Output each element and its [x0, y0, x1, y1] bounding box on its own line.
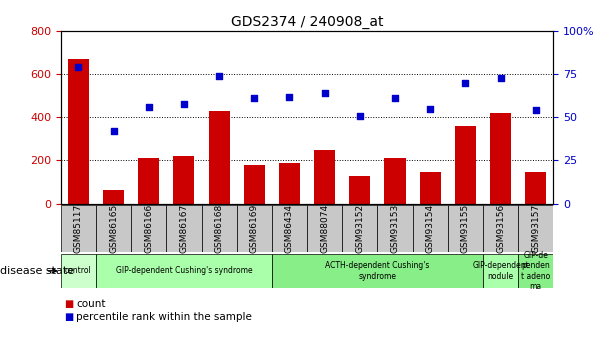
Bar — [61, 205, 96, 252]
Bar — [455, 126, 476, 204]
Text: GSM93154: GSM93154 — [426, 204, 435, 253]
Point — [74, 65, 83, 70]
Text: count: count — [76, 299, 106, 308]
Bar — [413, 205, 447, 252]
Bar — [61, 254, 96, 288]
Text: GSM93157: GSM93157 — [531, 204, 540, 253]
Text: GSM86166: GSM86166 — [144, 204, 153, 253]
Text: GSM88074: GSM88074 — [320, 204, 329, 253]
Text: GSM93155: GSM93155 — [461, 204, 470, 253]
Bar — [420, 172, 441, 204]
Bar — [96, 254, 272, 288]
Bar — [525, 172, 546, 204]
Point — [144, 104, 154, 110]
Bar — [518, 254, 553, 288]
Bar — [384, 158, 406, 204]
Point — [390, 96, 400, 101]
Text: percentile rank within the sample: percentile rank within the sample — [76, 313, 252, 322]
Bar — [173, 156, 195, 204]
Text: ■: ■ — [64, 299, 73, 308]
Bar — [314, 150, 335, 204]
Text: GIP-dependent
nodule: GIP-dependent nodule — [472, 261, 529, 280]
Bar — [342, 205, 378, 252]
Bar — [518, 205, 553, 252]
Point — [496, 75, 505, 80]
Text: ■: ■ — [64, 313, 73, 322]
Bar — [349, 176, 370, 204]
Title: GDS2374 / 240908_at: GDS2374 / 240908_at — [231, 14, 383, 29]
Bar — [279, 162, 300, 204]
Text: GIP-dependent Cushing's syndrome: GIP-dependent Cushing's syndrome — [116, 266, 252, 275]
Point — [214, 73, 224, 79]
Bar — [378, 205, 413, 252]
Text: GSM93152: GSM93152 — [355, 204, 364, 253]
Bar — [272, 205, 307, 252]
Bar — [131, 205, 167, 252]
Bar — [103, 189, 124, 204]
Point — [355, 113, 365, 118]
Bar — [237, 205, 272, 252]
Bar — [138, 158, 159, 204]
Bar — [447, 205, 483, 252]
Point — [179, 101, 188, 106]
Point — [531, 108, 541, 113]
Bar — [483, 205, 518, 252]
Bar — [244, 165, 265, 204]
Text: GSM86168: GSM86168 — [215, 204, 224, 253]
Bar — [490, 113, 511, 204]
Bar — [272, 254, 483, 288]
Bar — [483, 254, 518, 288]
Text: GSM86167: GSM86167 — [179, 204, 188, 253]
Bar — [68, 59, 89, 204]
Point — [249, 96, 259, 101]
Bar — [307, 205, 342, 252]
Point — [460, 80, 470, 86]
Point — [109, 128, 119, 134]
Text: GSM93153: GSM93153 — [390, 204, 399, 253]
Text: GSM93156: GSM93156 — [496, 204, 505, 253]
Bar — [96, 205, 131, 252]
Point — [285, 94, 294, 99]
Bar — [201, 205, 237, 252]
Text: GSM86169: GSM86169 — [250, 204, 259, 253]
Text: ACTH-dependent Cushing's
syndrome: ACTH-dependent Cushing's syndrome — [325, 261, 430, 280]
Text: control: control — [65, 266, 92, 275]
Bar — [167, 205, 201, 252]
Bar — [209, 111, 230, 204]
Text: GSM85117: GSM85117 — [74, 204, 83, 253]
Point — [320, 90, 330, 96]
Text: disease state: disease state — [0, 266, 74, 276]
Text: GSM86434: GSM86434 — [285, 204, 294, 253]
Text: GIP-de
penden
t adeno
ma: GIP-de penden t adeno ma — [521, 251, 550, 291]
Text: GSM86165: GSM86165 — [109, 204, 118, 253]
Point — [425, 106, 435, 111]
